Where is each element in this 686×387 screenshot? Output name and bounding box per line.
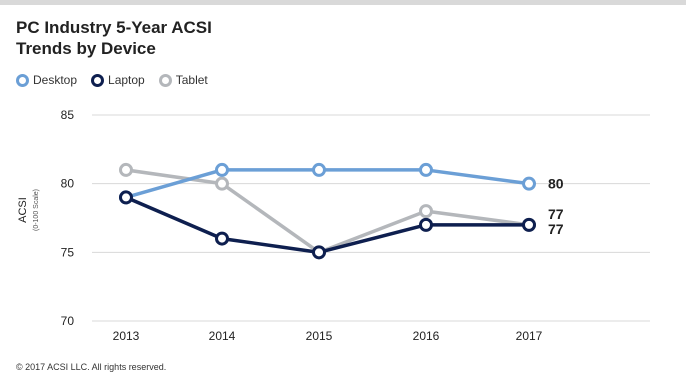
point-desktop-2017 — [522, 176, 536, 191]
end-label-desktop: 80 — [548, 176, 564, 192]
end-label-laptop: 77 — [548, 221, 564, 237]
y-axis-label: ACSI — [17, 197, 29, 223]
chart-title-line-2: Trends by Device — [16, 39, 156, 58]
legend-label-laptop: Laptop — [108, 73, 145, 87]
legend-item-laptop: Laptop — [91, 73, 145, 87]
legend-item-tablet: Tablet — [158, 73, 208, 87]
x-tick-label-2014: 2014 — [209, 329, 236, 343]
top-border — [0, 0, 686, 5]
y-tick-label-75: 75 — [61, 245, 75, 259]
y-axis-sublabel: (0-100 Scale) — [33, 189, 40, 231]
point-laptop-2017 — [522, 217, 536, 232]
y-tick-label-70: 70 — [61, 314, 75, 328]
y-tick-label-85: 85 — [61, 108, 75, 122]
point-laptop-2014 — [215, 231, 229, 246]
point-laptop-2015 — [312, 245, 326, 260]
copyright-footer: © 2017 ACSI LLC. All rights reserved. — [16, 362, 167, 372]
legend-marker-desktop — [16, 73, 29, 87]
end-label-tablet: 77 — [548, 206, 564, 222]
series-line-tablet — [125, 168, 530, 255]
point-laptop-2016 — [419, 217, 433, 232]
point-tablet-2016 — [419, 204, 433, 219]
legend-marker-tablet — [158, 73, 172, 87]
legend-label-desktop: Desktop — [33, 73, 78, 87]
x-tick-label-2013: 2013 — [113, 329, 140, 343]
y-tick-label-80: 80 — [61, 177, 75, 191]
legend-item-desktop: Desktop — [16, 73, 77, 87]
legend-label-tablet: Tablet — [175, 73, 208, 87]
point-tablet-2013 — [119, 162, 133, 177]
chart-title: PC Industry 5-Year ACSI Trends by Device — [16, 17, 212, 59]
point-desktop-2014 — [215, 162, 229, 177]
point-laptop-2013 — [119, 190, 133, 205]
chart-title-line-1: PC Industry 5-Year ACSI — [16, 18, 212, 37]
legend: Desktop Laptop Tablet — [16, 72, 222, 88]
x-tick-label-2017: 2017 — [516, 329, 543, 343]
x-tick-label-2016: 2016 — [413, 329, 440, 343]
point-desktop-2016 — [419, 162, 433, 177]
point-desktop-2015 — [312, 162, 326, 177]
legend-marker-laptop — [91, 73, 105, 87]
series-line-laptop — [125, 195, 529, 255]
point-tablet-2014 — [215, 176, 229, 191]
x-tick-label-2015: 2015 — [306, 329, 333, 343]
